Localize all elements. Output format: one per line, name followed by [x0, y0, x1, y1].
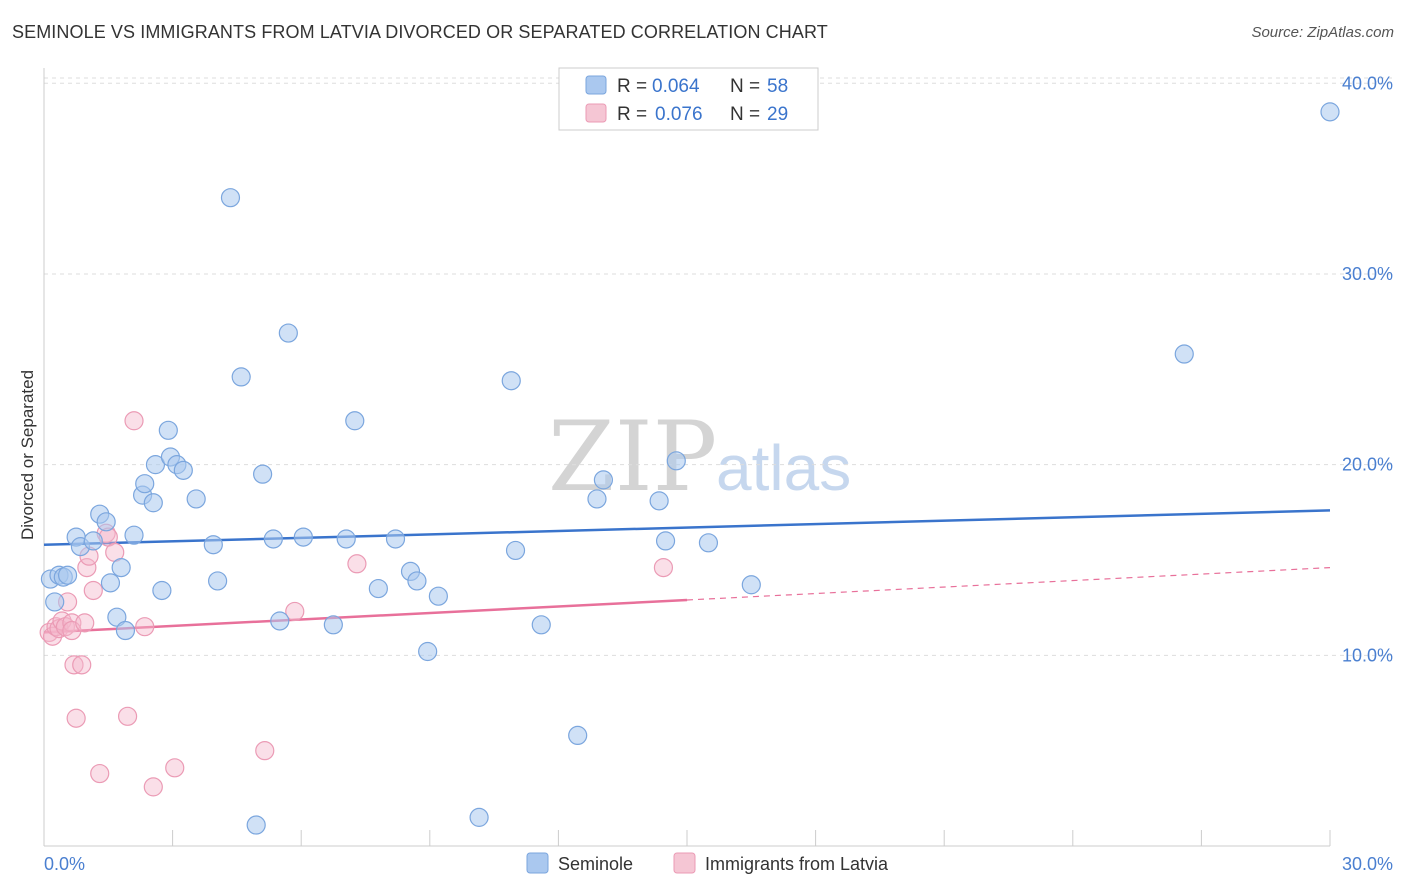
point-seminole: [115, 620, 136, 641]
point-seminole: [278, 323, 298, 343]
point-seminole: [96, 512, 116, 532]
point-latvia: [124, 411, 144, 431]
bottom-legend-swatch-latvia: [673, 852, 696, 874]
point-seminole: [428, 586, 448, 606]
point-latvia: [143, 777, 163, 797]
point-latvia: [83, 580, 103, 601]
point-seminole: [568, 725, 588, 746]
legend-swatch-latvia: [585, 103, 607, 123]
trend-line-extension-latvia: [686, 566, 1331, 601]
point-seminole: [270, 611, 290, 631]
legend-swatch-seminole: [585, 75, 607, 95]
point-seminole: [186, 489, 206, 509]
point-seminole: [57, 565, 78, 585]
point-seminole: [158, 420, 178, 440]
point-seminole: [293, 527, 313, 547]
bottom-legend-label-latvia: Immigrants from Latvia: [705, 854, 889, 874]
point-seminole: [152, 580, 172, 601]
point-latvia: [117, 706, 138, 726]
point-seminole: [531, 615, 551, 635]
point-seminole: [323, 615, 343, 635]
point-seminole: [246, 815, 266, 835]
point-seminole: [1174, 344, 1194, 364]
point-seminole: [100, 573, 121, 593]
point-latvia: [90, 763, 110, 784]
point-latvia: [285, 601, 305, 622]
point-latvia: [653, 557, 674, 578]
y-tick-labels: 10.0% 20.0% 30.0% 40.0%: [1342, 73, 1393, 665]
watermark-zip: ZIP: [548, 401, 717, 513]
point-latvia: [77, 557, 97, 578]
point-seminole: [208, 571, 228, 591]
point-seminole: [45, 592, 65, 612]
point-seminole: [593, 470, 614, 490]
legend-n-value-seminole: 58: [767, 76, 788, 97]
point-seminole: [501, 371, 521, 391]
point-seminole: [111, 557, 131, 578]
legend-n-label-latvia: N =: [730, 104, 760, 125]
point-seminole: [649, 491, 669, 511]
x-tick-marks: [172, 830, 1331, 846]
point-latvia: [255, 741, 275, 761]
point-seminole: [173, 460, 193, 480]
point-seminole: [253, 464, 273, 484]
x-tick-label-min: 0.0%: [44, 854, 85, 874]
point-seminole: [368, 578, 388, 599]
point-latvia: [135, 617, 155, 637]
legend-r-value-seminole: 0.064: [652, 76, 700, 97]
point-seminole: [263, 529, 283, 549]
point-seminole: [145, 455, 166, 475]
x-tick-label-max: 30.0%: [1342, 854, 1393, 874]
point-seminole: [1320, 102, 1340, 122]
legend-r-value-latvia: 0.076: [655, 104, 703, 125]
gridlines: [44, 77, 1393, 656]
point-seminole: [469, 807, 489, 827]
y-tick-label: 10.0%: [1342, 645, 1393, 665]
watermark-atlas: atlas: [716, 432, 851, 504]
y-tick-label: 40.0%: [1342, 73, 1393, 93]
point-seminole: [203, 535, 223, 555]
legend-box: R = 0.064 N = 58 R = 0.076 N = 29: [558, 67, 819, 131]
point-seminole: [107, 607, 127, 627]
point-seminole: [124, 525, 144, 545]
point-seminole: [698, 533, 719, 553]
chart-title: SEMINOLE VS IMMIGRANTS FROM LATVIA DIVOR…: [12, 22, 828, 42]
point-latvia: [75, 613, 95, 633]
legend-n-value-latvia: 29: [767, 104, 788, 125]
point-seminole: [83, 531, 103, 551]
legend-r-label-latvia: R =: [617, 104, 647, 125]
point-seminole: [655, 531, 676, 551]
point-latvia: [165, 758, 185, 778]
point-seminole: [143, 493, 163, 513]
point-seminole: [505, 540, 526, 561]
point-seminole: [385, 529, 406, 549]
point-latvia: [66, 708, 86, 728]
point-seminole: [741, 575, 761, 595]
point-seminole: [336, 529, 356, 549]
bottom-legend-label-seminole: Seminole: [558, 854, 633, 874]
trend-line-latvia: [43, 598, 688, 634]
trend-line-seminole: [43, 509, 1331, 546]
point-seminole: [407, 571, 427, 591]
series-seminole-points: [40, 102, 1340, 835]
bottom-legend: Seminole Immigrants from Latvia: [526, 852, 889, 874]
trend-lines: [43, 509, 1331, 634]
legend-n-label-seminole: N =: [730, 76, 760, 97]
source-credit: Source: ZipAtlas.com: [1251, 24, 1394, 41]
point-seminole: [220, 188, 241, 208]
legend-r-label-seminole: R =: [617, 76, 647, 97]
point-seminole: [345, 411, 365, 431]
point-seminole: [418, 641, 438, 662]
point-latvia: [347, 554, 367, 574]
point-seminole: [135, 474, 155, 494]
point-latvia: [64, 655, 84, 675]
point-seminole: [587, 489, 607, 509]
point-latvia: [72, 655, 92, 675]
bottom-legend-swatch-seminole: [526, 852, 549, 874]
point-seminole: [231, 367, 251, 387]
point-seminole: [666, 451, 686, 471]
y-tick-label: 30.0%: [1342, 264, 1393, 284]
y-tick-label: 20.0%: [1342, 455, 1393, 475]
